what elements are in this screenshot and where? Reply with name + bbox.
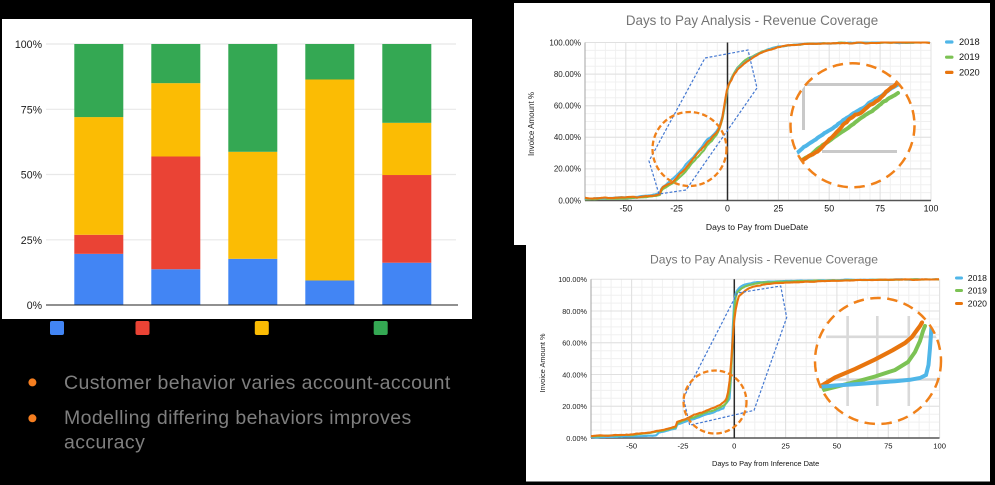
svg-text:2019: 2019 [959,52,980,62]
svg-text:100%: 100% [15,39,43,51]
svg-text:Days to Pay Analysis - Revenue: Days to Pay Analysis - Revenue Coverage [650,253,878,267]
svg-text:Modelling differing behaviors: Modelling differing behaviors improves [64,407,412,429]
svg-text:-25: -25 [670,204,683,214]
svg-text:2019: 2019 [968,286,987,296]
svg-text:Customer behavior varies accou: Customer behavior varies account-account [64,372,451,394]
svg-text:20.00%: 20.00% [554,165,581,174]
svg-text:accuracy: accuracy [64,432,145,454]
svg-text:0.00%: 0.00% [566,434,587,443]
svg-text:Days to Pay Analysis - Revenue: Days to Pay Analysis - Revenue Coverage [626,13,878,28]
svg-text:25: 25 [774,204,784,214]
svg-text:25: 25 [781,442,789,451]
svg-text:75: 75 [875,204,885,214]
svg-text:75%: 75% [21,104,43,116]
svg-text:2018: 2018 [959,37,980,47]
svg-text:100: 100 [924,204,939,214]
svg-text:0.00%: 0.00% [558,196,581,205]
svg-text:25%: 25% [21,235,43,247]
svg-text:20.00%: 20.00% [562,402,587,411]
svg-text:Invoice Amount %: Invoice Amount % [527,92,536,156]
svg-text:2020: 2020 [968,299,987,309]
svg-text:2018: 2018 [968,273,987,283]
svg-text:-25: -25 [678,442,689,451]
svg-text:80.00%: 80.00% [562,307,587,316]
svg-text:50: 50 [824,204,834,214]
svg-text:-50: -50 [619,204,632,214]
svg-text:40.00%: 40.00% [554,133,581,142]
svg-text:60.00%: 60.00% [554,102,581,111]
svg-text:Days to Pay from Inference Dat: Days to Pay from Inference Date [712,459,819,468]
svg-text:Days to Pay from DueDate: Days to Pay from DueDate [706,222,808,232]
svg-text:0: 0 [732,442,736,451]
svg-text:40.00%: 40.00% [562,370,587,379]
svg-text:80.00%: 80.00% [554,70,581,79]
svg-text:60.00%: 60.00% [562,339,587,348]
svg-text:100.00%: 100.00% [549,38,581,47]
svg-text:75: 75 [884,442,892,451]
svg-text:-50: -50 [626,442,637,451]
svg-text:Invoice Amount %: Invoice Amount % [538,333,547,393]
svg-text:100.00%: 100.00% [558,275,587,284]
svg-text:0%: 0% [27,300,43,312]
svg-text:0: 0 [725,204,730,214]
svg-text:50: 50 [833,442,841,451]
svg-text:50%: 50% [21,170,43,182]
svg-text:100: 100 [933,442,946,451]
svg-text:2020: 2020 [959,67,980,77]
